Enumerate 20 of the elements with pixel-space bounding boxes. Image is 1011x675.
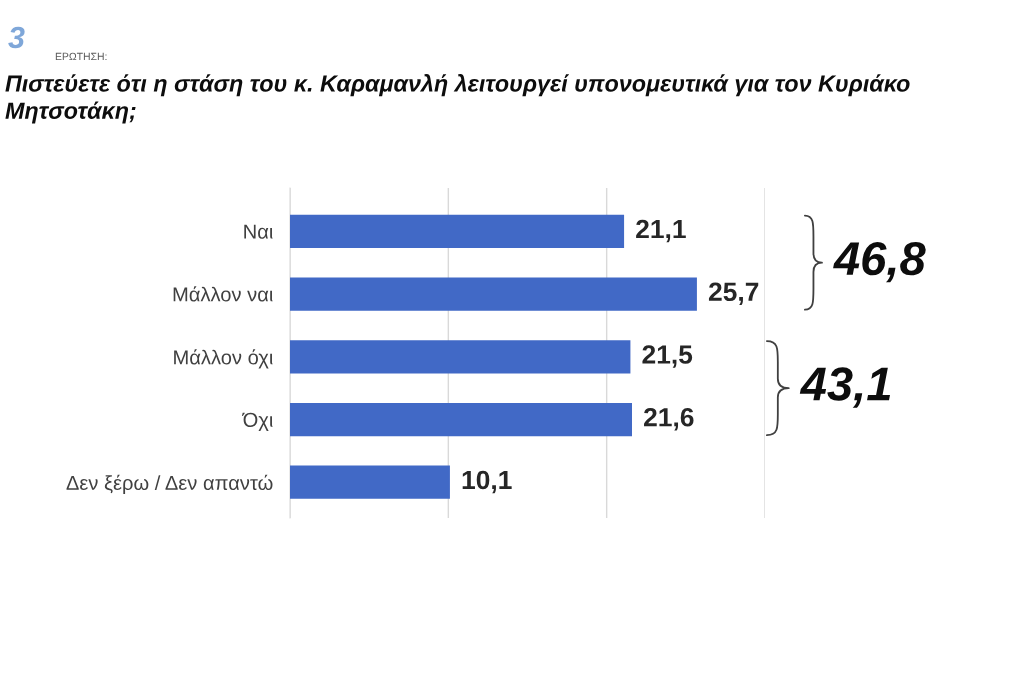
data-label: 21,1 (636, 219, 686, 243)
y-tick-label: Δεν ξέρω / Δεν απαντώ (66, 474, 273, 495)
bar (290, 277, 697, 311)
y-tick-label: Όχι (242, 412, 273, 431)
bar (290, 465, 450, 499)
data-label: 10,1 (462, 470, 512, 494)
text: 46,8 (833, 241, 926, 283)
y-tick-label: Μάλλον ναι (173, 286, 273, 302)
text: ΕΡΩΤΗΣΗ: (55, 52, 107, 60)
bar (290, 214, 625, 248)
data-label: 25,7 (708, 282, 759, 305)
data-label: 21,5 (642, 345, 693, 368)
bar (290, 402, 632, 437)
y-tick-label: Μάλλον όχι (174, 349, 273, 369)
text: 3 (8, 26, 25, 49)
bar (290, 340, 631, 374)
chart-title: Πιστεύετε ότι η στάση του κ. Καραμανλή λειτουργεί υπονομευτικά για τον Κυριάκο Μητσοτάκη; (5, 74, 910, 124)
y-tick-label: Ναι (244, 224, 273, 239)
data-label: 21,6 (644, 407, 694, 431)
text: 43,1 (799, 367, 890, 408)
